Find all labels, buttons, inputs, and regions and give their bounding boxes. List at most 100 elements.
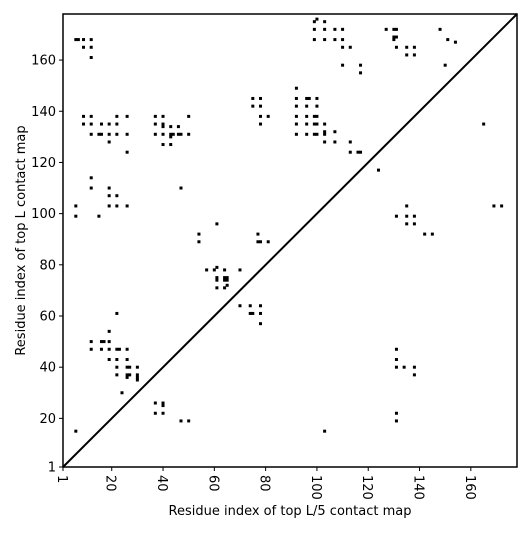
data-point [294,122,298,126]
data-point [412,365,416,369]
data-point [176,132,180,136]
data-point [135,375,139,379]
data-point [176,125,180,129]
data-point [161,132,165,136]
data-point [412,373,416,377]
data-point [323,20,327,24]
data-point [223,278,227,282]
data-point [312,27,316,31]
data-point [187,419,191,423]
data-point [384,27,388,31]
data-point [82,38,86,42]
data-point [125,373,129,377]
data-point [89,114,93,118]
data-point [89,45,93,49]
x-tick-label: 100 [308,475,323,500]
data-points-layer [74,17,504,433]
data-point [215,278,219,282]
data-point [315,96,319,100]
data-point [438,27,442,31]
data-point [394,411,398,415]
data-point [376,168,380,172]
x-tick-label: 160 [462,475,477,500]
data-point [107,140,111,144]
x-tick-label: 80 [257,475,272,492]
data-point [315,122,319,126]
data-point [392,38,396,42]
data-point [74,38,78,42]
data-point [107,204,111,208]
diagonal-line [62,13,518,468]
x-axis-label: Residue index of top L/5 contact map [169,504,412,519]
data-point [125,150,129,154]
data-point [153,401,157,405]
data-point [394,45,398,49]
data-point [125,365,129,369]
data-point [107,329,111,333]
data-point [89,122,93,126]
data-point [305,114,309,118]
data-point [74,214,78,218]
data-point [312,38,316,42]
data-point [392,27,396,31]
x-tick-label: 40 [154,475,169,492]
data-point [107,358,111,362]
data-point [315,104,319,108]
data-point [115,122,119,126]
data-point [405,222,409,226]
y-tick-label: 60 [39,310,56,325]
data-point [135,365,139,369]
data-point [135,373,139,377]
data-point [89,176,93,180]
data-point [169,125,173,129]
data-point [259,114,262,118]
data-point [107,186,111,190]
y-tick-label: 20 [39,412,56,427]
data-point [215,265,219,269]
data-point [99,132,103,136]
data-point [115,365,119,369]
data-point [238,304,242,308]
data-point [115,311,119,315]
ticks-layer: 1 20 40 60 80 100 120 140 1601204060801001201401… [31,54,477,500]
data-point [161,114,165,118]
data-point [161,125,165,129]
data-point [492,204,496,208]
data-point [356,150,360,154]
data-point [225,278,229,282]
data-point [161,404,165,408]
data-point [333,27,337,31]
data-point [405,214,409,218]
data-point [394,347,398,351]
data-point [323,38,327,42]
data-point [89,56,93,60]
data-point [259,96,262,100]
data-point [89,38,93,42]
y-tick-label: 1 [48,461,56,476]
data-point [97,132,101,136]
data-point [169,132,173,136]
data-point [99,347,103,351]
data-point [394,214,398,218]
plot-frame [62,13,518,468]
data-point [125,358,129,362]
data-point [323,122,327,126]
data-point [500,204,504,208]
data-point [115,114,119,118]
x-tick-label: 20 [103,475,118,492]
data-point [153,411,157,415]
data-point [394,27,398,31]
data-point [225,276,229,280]
data-point [107,132,111,136]
data-point [482,122,486,126]
data-point [223,268,227,272]
data-point [225,283,229,287]
data-point [223,276,227,280]
data-point [412,45,416,49]
data-point [179,186,183,190]
y-tick-label: 100 [31,207,56,222]
data-point [359,71,363,75]
data-point [315,114,319,118]
x-tick-label: 120 [359,475,374,500]
data-point [259,322,262,326]
